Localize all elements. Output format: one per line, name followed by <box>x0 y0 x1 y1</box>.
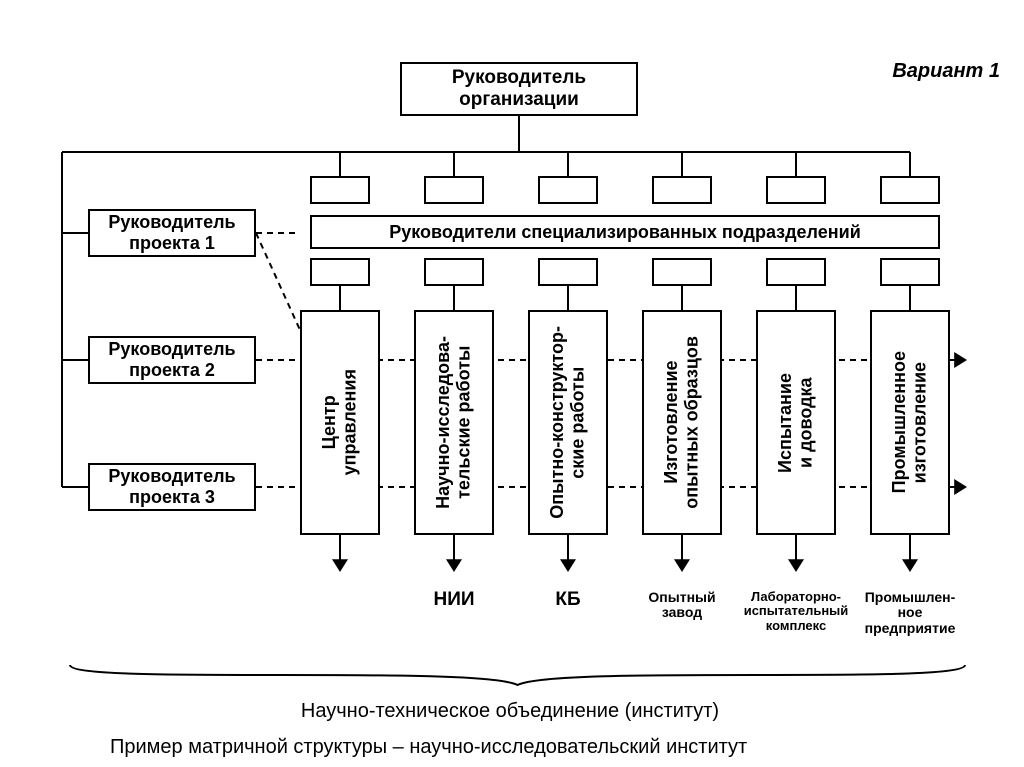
spec-head-slot-0 <box>310 176 370 204</box>
diagram-stage: Вариант 1 Руководитель организации Руковод… <box>0 0 1024 767</box>
spec-sub-slot-4 <box>766 258 826 286</box>
dept-label-0: Центр управления <box>319 369 360 475</box>
dept-box-5: Промышленное изготовление <box>870 310 950 535</box>
spec-head-slot-3 <box>652 176 712 204</box>
dept-box-2: Опытно-конструктор- ские работы <box>528 310 608 535</box>
dept-label-5: Промышленное изготовление <box>889 351 930 493</box>
figure-caption: Пример матричной структуры – научно-иссл… <box>110 736 930 758</box>
spec-banner: Руководители специализированных подразде… <box>310 215 940 249</box>
project-box-1: Руководитель проекта 1 <box>88 209 256 257</box>
project-box-3: Руководитель проекта 3 <box>88 463 256 511</box>
dept-label-4: Испытание и доводка <box>775 373 816 473</box>
variant-label: Вариант 1 <box>840 60 1000 82</box>
dept-output-label-2: Опытный завод <box>627 590 737 621</box>
spec-head-slot-2 <box>538 176 598 204</box>
dept-box-4: Испытание и доводка <box>756 310 836 535</box>
spec-head-slot-1 <box>424 176 484 204</box>
project-box-2: Руководитель проекта 2 <box>88 336 256 384</box>
dept-output-label-4: Промышлен-ное предприятие <box>855 590 965 636</box>
spec-sub-slot-0 <box>310 258 370 286</box>
dept-output-label-3: Лабораторно-испытательный комплекс <box>741 590 851 633</box>
dept-output-label-1: КБ <box>513 590 623 611</box>
spec-sub-slot-3 <box>652 258 712 286</box>
spec-sub-slot-5 <box>880 258 940 286</box>
spec-head-slot-5 <box>880 176 940 204</box>
dept-label-2: Опытно-конструктор- ские работы <box>547 326 588 519</box>
spec-head-slot-4 <box>766 176 826 204</box>
dept-box-3: Изготовление опытных образцов <box>642 310 722 535</box>
org-head-box: Руководитель организации <box>400 62 638 116</box>
association-label: Научно-техническое объединение (институт… <box>210 700 810 722</box>
dept-box-0: Центр управления <box>300 310 380 535</box>
dept-label-3: Изготовление опытных образцов <box>661 336 702 509</box>
spec-sub-slot-1 <box>424 258 484 286</box>
spec-sub-slot-2 <box>538 258 598 286</box>
dept-output-label-0: НИИ <box>399 590 509 611</box>
dept-box-1: Научно-исследова- тельские работы <box>414 310 494 535</box>
dept-label-1: Научно-исследова- тельские работы <box>433 336 474 509</box>
